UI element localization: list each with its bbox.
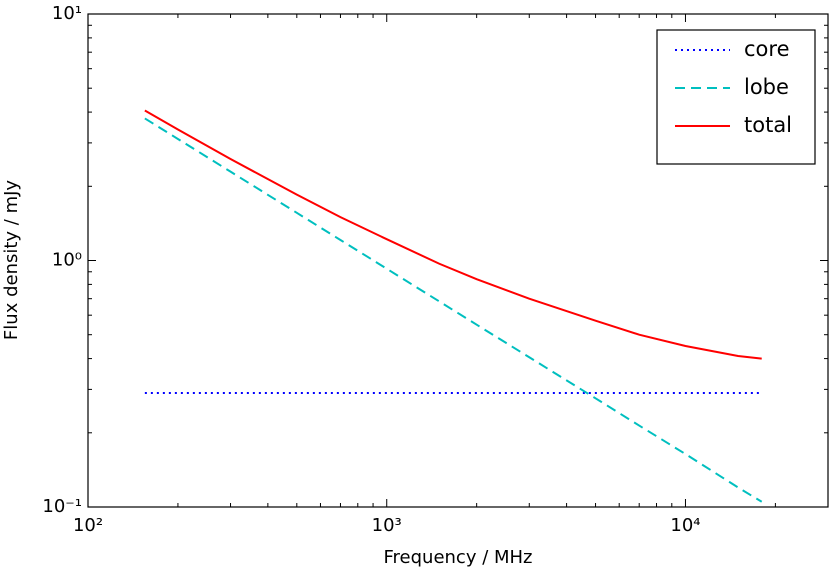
line-lobe	[144, 117, 763, 503]
legend-label: lobe	[744, 75, 789, 99]
y-tick-label: 10¹	[52, 3, 82, 24]
line-total	[144, 109, 762, 360]
legend-label: core	[744, 37, 790, 61]
y-tick-label: 10⁰	[52, 250, 82, 271]
legend-box	[656, 29, 816, 165]
x-tick-label: 10³	[372, 515, 402, 536]
x-axis-label: Frequency / MHz	[383, 547, 532, 568]
plot-frame	[87, 13, 829, 508]
legend: core lobe total	[656, 29, 816, 165]
x-tick-label: 10²	[73, 515, 103, 536]
legend-label: total	[744, 113, 792, 137]
y-axis-label: Flux density / mJy	[1, 180, 22, 340]
y-tick-label: 10⁻¹	[42, 496, 82, 517]
x-tick-label: 10⁴	[670, 515, 700, 536]
